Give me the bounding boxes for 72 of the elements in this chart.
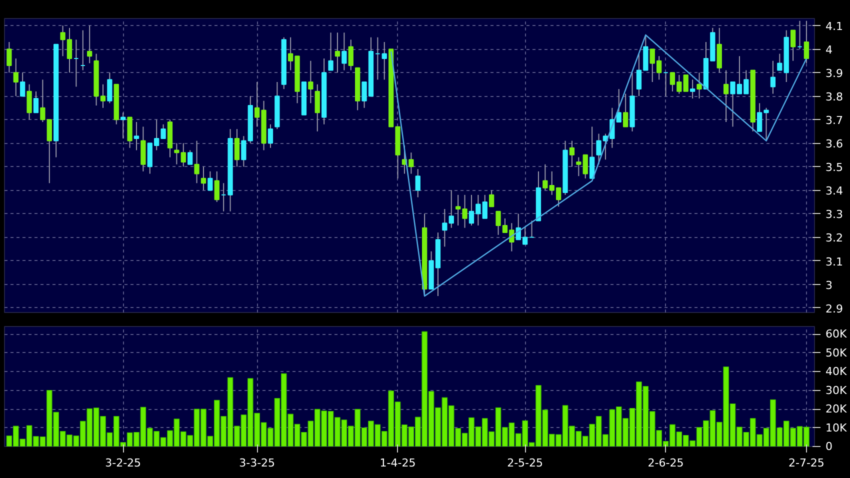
y-tick-label: 0 [826,440,832,453]
candlestick [328,32,334,71]
x-tick-label: 3-2-25 [105,456,142,470]
candlestick [314,84,320,132]
candlestick [334,32,340,74]
candlestick [308,60,314,104]
candlestick [415,168,420,198]
candlestick [696,72,702,99]
candlestick [194,140,200,184]
y-tick-label: 20K [826,402,848,416]
x-tick-label: 3-3-25 [239,456,276,470]
candlestick [790,30,796,62]
y-tick-label: 60K [826,328,848,340]
y-tick-label: 50K [826,346,848,360]
candlestick [234,128,240,168]
y-tick-label: 10K [826,421,848,434]
candlestick [622,93,628,128]
candlestick [488,190,494,208]
candlestick [241,136,246,168]
candlestick [690,79,696,99]
y-tick-label: 3.2 [826,232,843,245]
y-tick-label: 4 [826,44,832,57]
y-tick-label: 3.3 [826,208,843,222]
x-tick-label: 2-6-25 [648,456,684,470]
y-tick-label: 3.6 [826,138,843,151]
candlestick [804,20,810,64]
candlestick [777,53,782,71]
y-tick-label: 30K [826,384,848,397]
y-tick-label: 3.9 [826,67,843,80]
candlestick [723,70,729,122]
candlestick [589,126,595,179]
candlestick [13,58,18,97]
y-tick-label: 3.5 [826,161,843,174]
y-tick-label: 3.7 [826,114,843,128]
x-tick-label: 1-4-25 [380,456,416,470]
candlestick [87,25,92,64]
candlestick [20,72,26,97]
candlestick [582,154,588,179]
x-tick-label: 2-5-25 [507,456,544,470]
candlestick [214,170,220,202]
candlestick [33,90,39,114]
candlestick [127,116,132,148]
y-tick-label: 3.8 [826,90,843,104]
y-tick-label: 4.1 [826,20,843,34]
candlestick [200,166,206,191]
candlestick [26,84,32,120]
y-tick-label: 3.4 [826,184,843,198]
candlestick [268,124,274,148]
candlestick [120,112,126,139]
candlestick [382,42,387,80]
candlestick [482,194,488,219]
candlestick [6,42,12,74]
candlestick [134,121,140,151]
y-tick-label: 3.1 [826,255,843,268]
candlestick [770,60,776,94]
candlestick [100,84,106,108]
candlestick [107,72,112,104]
y-tick-label: 3 [826,278,832,292]
candlestick [208,170,213,191]
candlestick [542,164,548,191]
candlestick [140,126,146,172]
candlestick [683,74,688,92]
y-tick-label: 40K [826,365,848,378]
candlestick [576,156,582,177]
x-tick-label: 2-7-25 [788,456,824,470]
candlestick [188,150,193,165]
candlestick [616,88,622,122]
y-tick-label: 2.9 [826,302,843,316]
candlestick [342,32,347,71]
candlestick [348,39,354,71]
candlestick [569,140,575,168]
candlestick [716,27,722,74]
